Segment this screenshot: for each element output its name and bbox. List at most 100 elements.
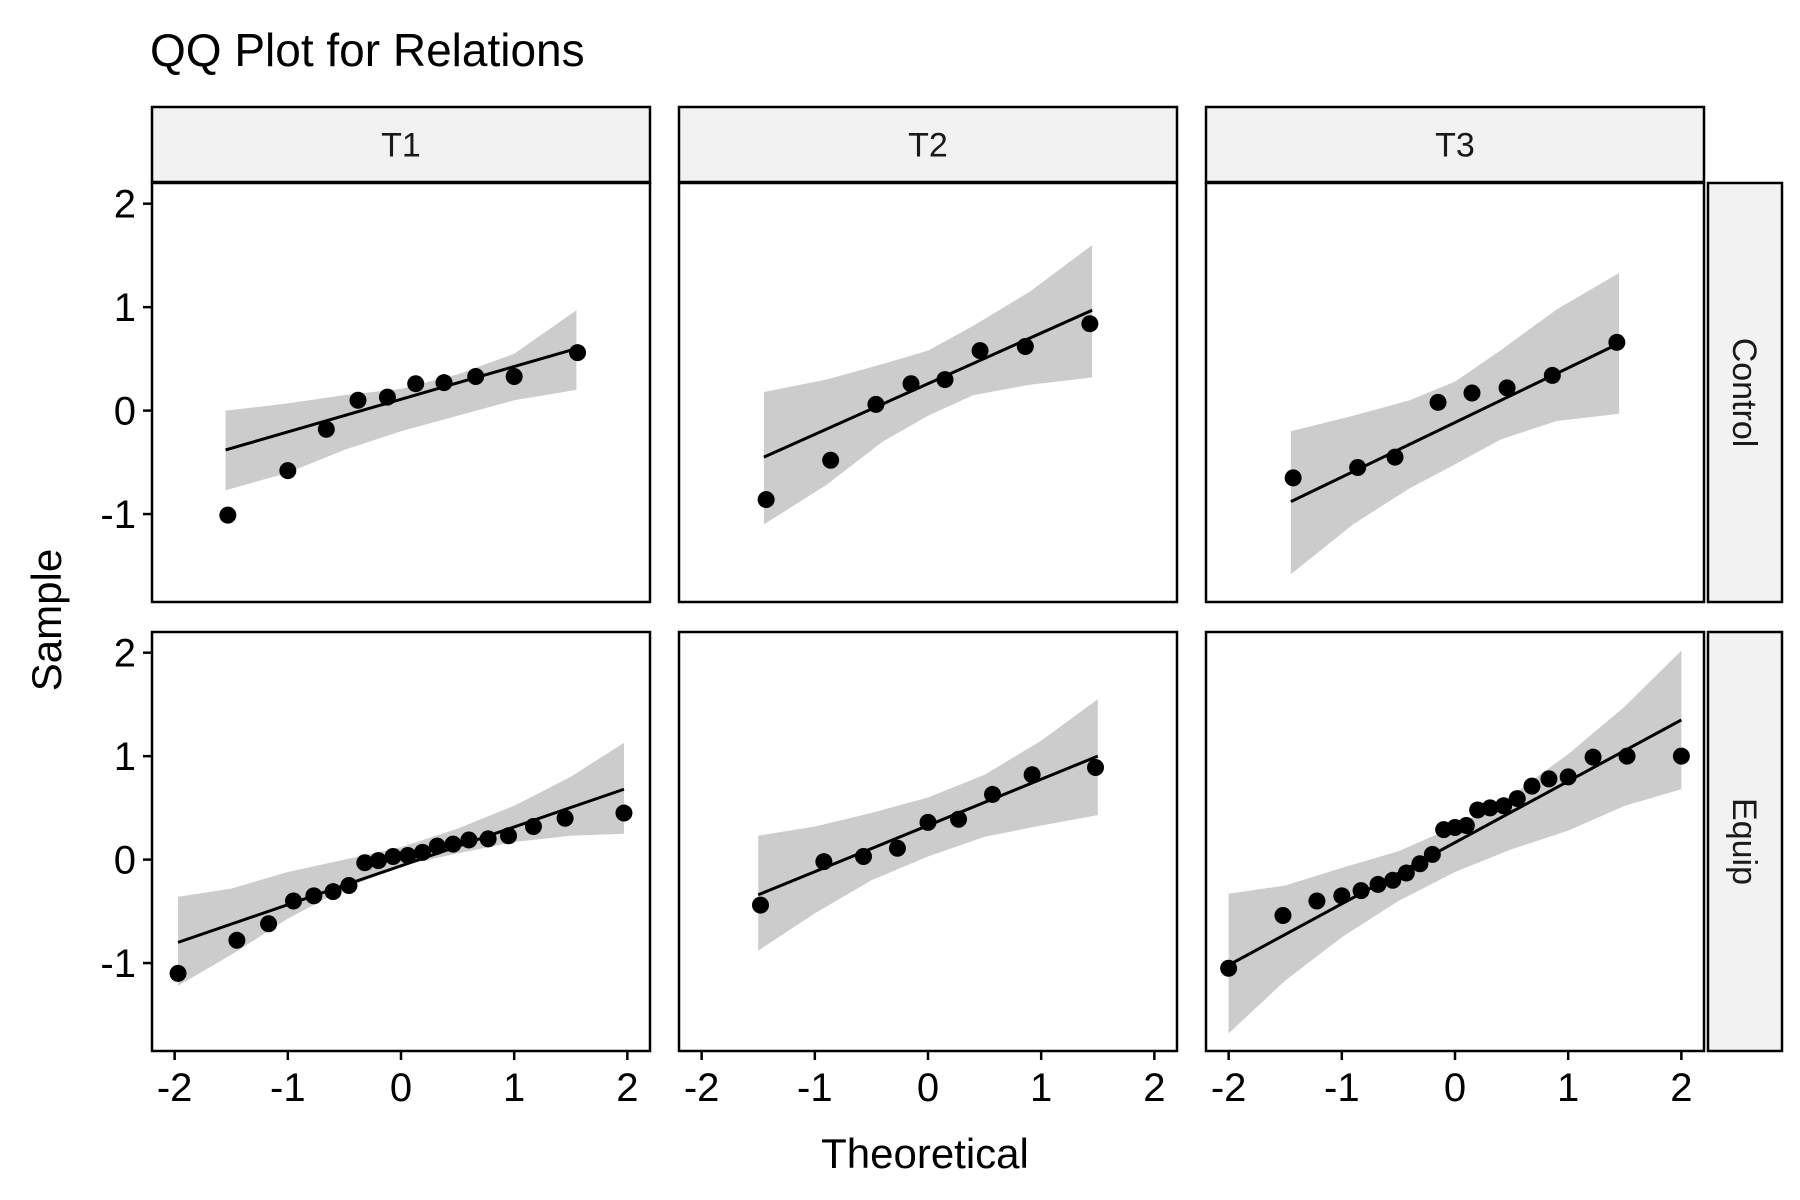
data-point [1457, 816, 1475, 834]
strip-background [150, 105, 652, 184]
y-tick-label: 0 [114, 839, 136, 883]
x-tick-label: 2 [1143, 1066, 1165, 1110]
data-point [369, 852, 387, 870]
reference-line [177, 787, 625, 944]
x-tick-label: 0 [917, 1066, 939, 1110]
strip-background [677, 105, 1179, 184]
chart-title: QQ Plot for Relations [150, 24, 585, 76]
data-point [1540, 770, 1558, 788]
panel-background [152, 632, 650, 1051]
facet-strip-t3: T3 [1204, 105, 1706, 184]
panel-border [677, 630, 1179, 1053]
reference-line [225, 347, 577, 452]
data-point [1584, 748, 1602, 766]
strip-background [1204, 105, 1706, 184]
data-point [1220, 959, 1238, 977]
x-tick-label: -2 [1211, 1066, 1247, 1110]
data-point [919, 813, 937, 831]
data-point [1349, 459, 1367, 477]
reference-line [1290, 342, 1620, 503]
data-point [1397, 864, 1415, 882]
panel-t2-control [677, 181, 1179, 604]
data-point [169, 964, 187, 982]
data-point [1672, 747, 1690, 765]
y-tick-label: 2 [114, 183, 136, 227]
strip-label: Equip [1725, 798, 1763, 885]
data-point [1498, 379, 1516, 397]
x-tick-label: 1 [1557, 1066, 1579, 1110]
data-point [340, 876, 358, 894]
panel-border [1204, 181, 1706, 604]
strip-label: Control [1725, 338, 1763, 448]
data-point [1087, 759, 1105, 777]
y-tick-label: -1 [100, 493, 136, 537]
reference-line [1227, 718, 1683, 967]
data-point [524, 817, 542, 835]
data-point [1618, 747, 1636, 765]
panel-t3-equip [1204, 630, 1706, 1053]
data-point [1352, 882, 1370, 900]
x-tick-label: -2 [157, 1066, 193, 1110]
data-point [1463, 384, 1481, 402]
data-point [1016, 337, 1034, 355]
x-tick-label: -2 [684, 1066, 720, 1110]
facet-strip-equip: Equip [1706, 630, 1784, 1053]
data-point [407, 375, 425, 393]
data-point [971, 342, 989, 360]
data-point [1508, 790, 1526, 808]
data-point [428, 837, 446, 855]
y-tick-label: 2 [114, 632, 136, 676]
data-point [399, 846, 417, 864]
data-point [414, 843, 432, 861]
panel-border [150, 181, 652, 604]
panel-t3-control [1204, 181, 1706, 604]
reference-line [763, 308, 1093, 459]
data-point [936, 371, 954, 389]
data-point [1308, 892, 1326, 910]
data-point [219, 506, 237, 524]
data-point [1369, 875, 1387, 893]
strip-background [1706, 630, 1784, 1053]
data-point [1523, 777, 1541, 795]
data-point [349, 391, 367, 409]
x-tick-label: 0 [1444, 1066, 1466, 1110]
data-point [757, 491, 775, 509]
data-point [1333, 887, 1351, 905]
data-point [1384, 871, 1402, 889]
strip-background [1706, 181, 1784, 604]
data-point [1481, 799, 1499, 817]
x-tick-label: 1 [503, 1066, 525, 1110]
x-tick-label: -1 [797, 1066, 833, 1110]
data-point [305, 887, 323, 905]
data-point [867, 395, 885, 413]
data-point [902, 375, 920, 393]
data-point [505, 367, 523, 385]
data-point [1386, 448, 1404, 466]
data-point [822, 451, 840, 469]
facet-strip-control: Control [1706, 181, 1784, 604]
data-point [1411, 855, 1429, 873]
data-point [1608, 333, 1626, 351]
data-point [556, 809, 574, 827]
data-point [378, 388, 396, 406]
x-tick-label: 0 [390, 1066, 412, 1110]
x-tick-label: 2 [616, 1066, 638, 1110]
data-point [317, 420, 335, 438]
data-point [1023, 766, 1041, 784]
panel-border [1204, 630, 1706, 1053]
data-point [279, 462, 297, 480]
panel-t2-equip [677, 630, 1179, 1053]
data-point [435, 374, 453, 392]
data-point [615, 804, 633, 822]
data-point [984, 785, 1002, 803]
data-point [1559, 768, 1577, 786]
data-point [751, 896, 769, 914]
data-point [1543, 366, 1561, 384]
data-point [500, 827, 518, 845]
data-point [854, 848, 872, 866]
facet-strip-t2: T2 [677, 105, 1179, 184]
data-point [444, 835, 462, 853]
strip-label: T3 [1435, 127, 1475, 165]
data-point [228, 931, 246, 949]
data-point [815, 853, 833, 871]
